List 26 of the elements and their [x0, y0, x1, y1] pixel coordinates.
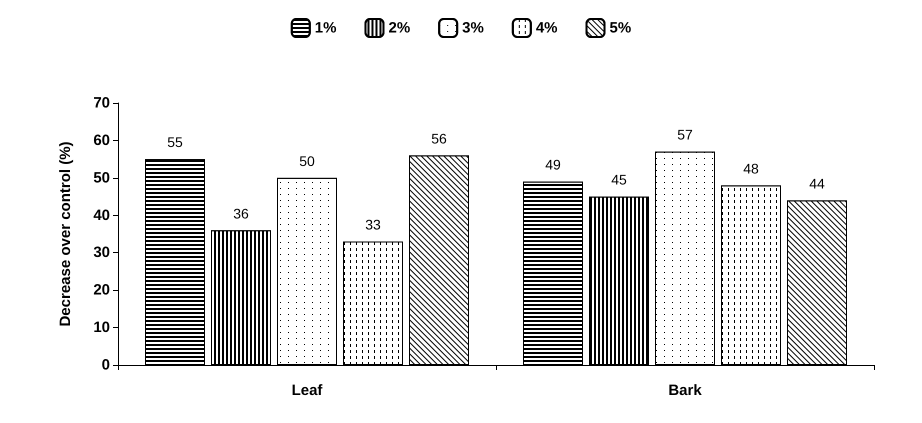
- data-label: 56: [431, 130, 447, 146]
- data-label: 33: [365, 216, 381, 232]
- y-tick-label: 10: [93, 319, 110, 336]
- legend-label: 5%: [610, 20, 632, 36]
- y-tick-label: 70: [93, 94, 110, 112]
- data-label: 48: [743, 160, 759, 176]
- legend-label: 3%: [462, 20, 484, 36]
- data-label: 57: [677, 126, 693, 143]
- x-tick-label: Leaf: [292, 382, 324, 399]
- data-label: 44: [809, 175, 825, 192]
- y-tick-label: 40: [93, 206, 110, 224]
- data-label: 50: [299, 152, 315, 169]
- data-label: 36: [233, 205, 249, 222]
- y-tick-label: 30: [93, 244, 110, 262]
- y-axis-title: Decrease over control (%): [57, 141, 74, 327]
- legend-label: 4%: [536, 20, 558, 36]
- data-label: 45: [611, 172, 627, 188]
- y-tick-label: 50: [93, 169, 110, 186]
- legend-label: 2%: [388, 20, 410, 36]
- y-tick-label: 0: [102, 356, 110, 374]
- y-tick-label: 20: [93, 282, 110, 299]
- data-label: 55: [167, 134, 183, 150]
- x-tick-label: Bark: [668, 382, 702, 399]
- y-tick-label: 60: [93, 132, 110, 149]
- legend-label: 1%: [314, 20, 336, 36]
- data-label: 49: [545, 156, 561, 173]
